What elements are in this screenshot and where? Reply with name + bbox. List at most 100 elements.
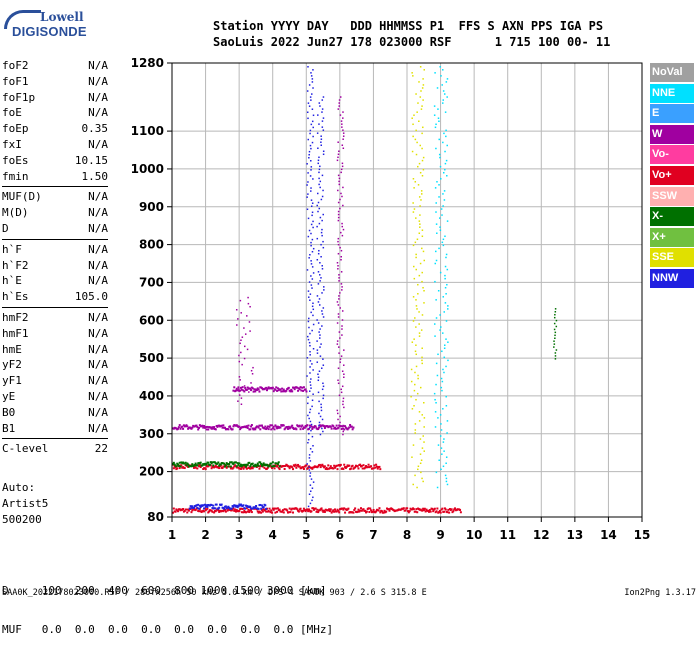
echo-point [322,189,324,192]
echo-point [412,178,415,180]
echo-point [291,424,294,427]
echo-point [270,428,273,431]
echo-point [307,438,310,441]
echo-point [310,187,312,189]
echo-point [278,468,281,471]
echo-point [302,509,305,512]
echo-point [375,510,378,513]
echo-point [291,390,294,393]
echo-point [337,346,340,348]
echo-point [414,350,417,353]
echo-point [241,363,243,366]
echo-point [307,427,310,430]
echo-point [419,453,422,455]
echo-point [445,456,448,458]
echo-point [237,318,239,320]
y-tick-label: 700 [139,275,164,289]
echo-point [320,198,323,201]
echo-point [312,226,314,229]
echo-point [385,510,388,513]
echo-point [297,463,300,466]
echo-point [434,398,436,401]
param-row: B1 N/A [2,421,108,437]
echo-point [436,87,439,89]
param-value: N/A [88,326,108,340]
echo-point [420,459,423,461]
echo-point [179,427,182,430]
echo-point [310,378,312,380]
echo-point [554,337,556,340]
echo-point [445,253,448,256]
echo-point [352,426,355,429]
echo-point [314,507,317,510]
echo-point [343,349,345,351]
echo-point [310,72,312,74]
echo-point [446,174,448,177]
echo-point [197,503,200,506]
echo-point [444,150,446,153]
echo-point [196,467,199,470]
echo-point [183,467,186,470]
echo-point [319,216,322,219]
echo-point [224,505,227,508]
echo-point [246,386,249,389]
echo-point [297,387,300,390]
echo-point [311,238,314,241]
echo-point [408,510,411,513]
echo-point [439,314,441,316]
echo-point [210,504,213,507]
echo-point [306,467,309,470]
echo-point [337,313,340,315]
echo-point [309,129,312,132]
param-name: B0 [2,405,16,419]
echo-point [301,386,304,389]
echo-point [249,387,252,390]
echo-point [242,504,245,507]
echo-point [317,252,320,255]
echo-point [237,505,240,508]
param-name: MUF(D) [2,190,42,204]
echo-point [312,114,315,117]
echo-point [421,271,423,274]
param-value: 10.15 [74,153,108,167]
echo-point [336,340,339,342]
echo-point [313,508,315,511]
param-name: fmin [2,169,29,183]
echo-point [444,235,446,238]
echo-point [336,262,339,264]
echo-point [317,391,320,394]
param-name: h`F [2,242,22,256]
echo-point [323,465,326,468]
echo-point [240,397,243,399]
echo-point [442,332,444,334]
echo-point [309,472,312,474]
x-tick-label: 12 [533,528,550,542]
echo-point [307,290,310,292]
echo-point [266,389,268,392]
echo-point [441,241,444,244]
echo-point [316,295,319,297]
echo-point [245,467,248,470]
echo-point [421,193,423,195]
echo-point [440,178,442,180]
echo-point [437,417,439,419]
echo-point [445,462,447,465]
echo-point [276,507,279,510]
echo-point [311,499,313,502]
echo-point [341,325,343,327]
echo-point [312,393,314,395]
echo-point [417,293,419,295]
echo-point [322,117,325,119]
software-version: Ion2Png 1.3.17 [624,588,696,598]
echo-point [284,464,287,467]
echo-point [317,271,320,273]
echo-point [321,195,324,198]
echo-point [343,507,346,510]
echo-point [307,338,310,341]
echo-point [306,269,309,271]
echo-point [225,466,228,469]
echo-point [310,232,312,235]
echo-point [440,208,443,210]
echo-point [349,467,352,470]
echo-point [436,507,439,510]
